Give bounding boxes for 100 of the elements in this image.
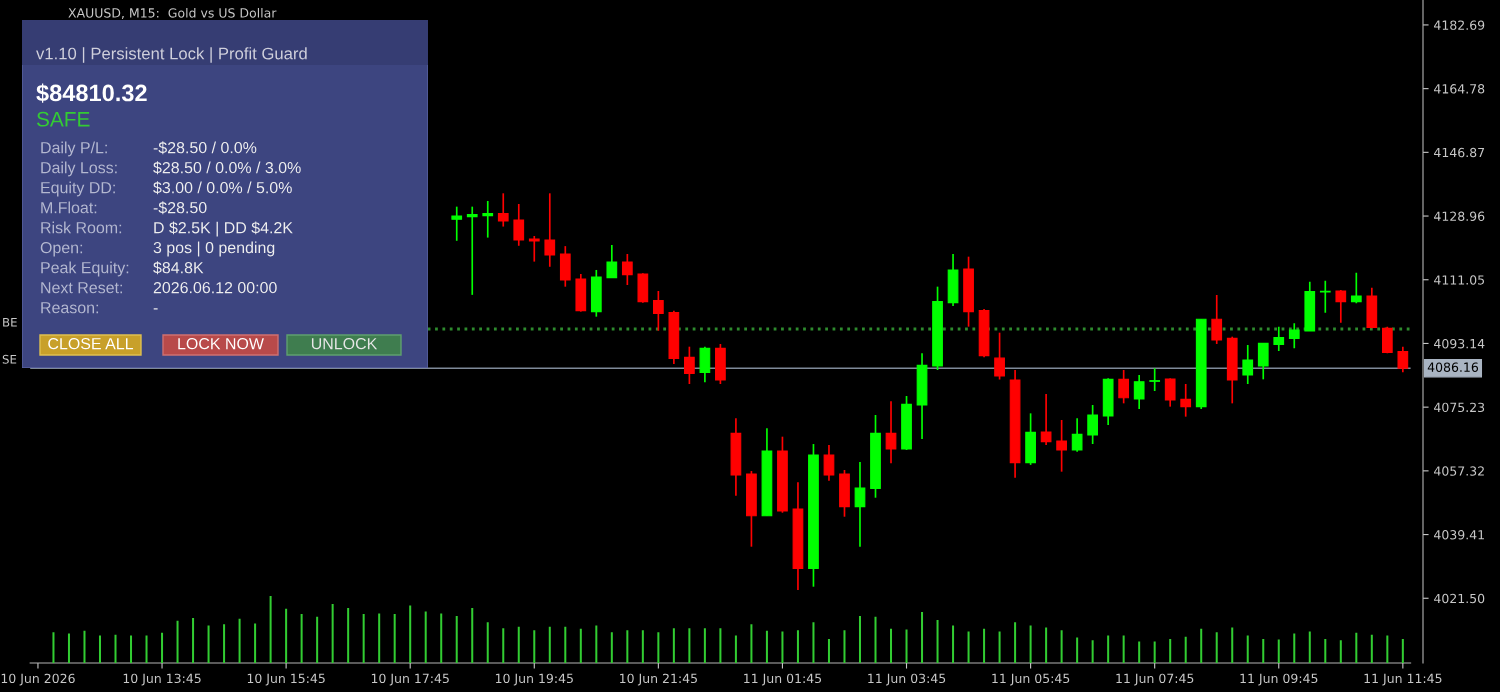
bar bbox=[316, 616, 319, 663]
bar bbox=[254, 623, 257, 663]
annotation: Reason: bbox=[41, 302, 99, 314]
bar bbox=[905, 629, 908, 663]
candlestick bbox=[1149, 367, 1161, 392]
bar bbox=[890, 628, 893, 663]
annotation: $84810.32 bbox=[36, 83, 147, 103]
candlestick bbox=[1133, 374, 1145, 410]
y-tick-label: 4164.78 bbox=[1434, 84, 1485, 94]
candlestick bbox=[885, 400, 897, 465]
x-tick-label: 10 Jun 17:45 bbox=[371, 673, 449, 686]
bar bbox=[424, 611, 427, 663]
annotation: $3.00 / 0.0% / 5.0% bbox=[153, 181, 292, 195]
candlestick bbox=[1040, 393, 1052, 446]
annotation: Next Reset: bbox=[41, 282, 122, 294]
candlestick bbox=[1319, 279, 1331, 314]
bar bbox=[1091, 640, 1094, 663]
y-tick-label: 4075.23 bbox=[1434, 402, 1485, 413]
bar bbox=[719, 628, 722, 663]
candlestick bbox=[544, 192, 556, 268]
ref-line-label: BE bbox=[3, 317, 17, 327]
annotation: Daily P/L: bbox=[41, 141, 107, 157]
candlestick bbox=[466, 205, 478, 296]
annotation: 2026.06.12 00:00 bbox=[153, 281, 277, 294]
bar bbox=[657, 632, 660, 663]
bar bbox=[440, 613, 443, 663]
bar bbox=[176, 620, 179, 663]
candlestick bbox=[513, 203, 525, 247]
bar bbox=[1138, 641, 1141, 663]
annotation: -$28.50 bbox=[153, 201, 207, 215]
candlestick bbox=[451, 205, 463, 242]
y-tick-label: 4182.69 bbox=[1434, 20, 1485, 30]
candlestick bbox=[1211, 294, 1223, 345]
bar bbox=[874, 616, 877, 663]
ref-line-label: 4086.16 bbox=[1427, 362, 1479, 372]
bar bbox=[409, 605, 412, 663]
y-tick-label: 4021.50 bbox=[1434, 593, 1485, 604]
bar bbox=[223, 624, 226, 663]
bar bbox=[1308, 631, 1311, 663]
text: v1.10 | Persistent Lock | Profit Guard bbox=[36, 47, 307, 63]
x-tick-label: 10 Jun 13:45 bbox=[123, 673, 201, 686]
bar bbox=[858, 616, 861, 663]
bar bbox=[347, 608, 350, 663]
annotation: Open: bbox=[40, 241, 83, 257]
x-tick-label: 10 Jun 2026 bbox=[1, 673, 75, 686]
x-tick-label: 11 Jun 07:45 bbox=[1116, 673, 1194, 686]
annotation: CLOSE ALL bbox=[48, 337, 134, 350]
bar bbox=[967, 631, 970, 663]
bar bbox=[796, 630, 799, 663]
bar bbox=[1153, 641, 1156, 663]
bar bbox=[83, 630, 86, 663]
candlestick bbox=[606, 244, 618, 279]
bar bbox=[1355, 632, 1358, 663]
bar bbox=[192, 618, 195, 663]
bar bbox=[548, 626, 551, 663]
candlestick bbox=[1288, 322, 1300, 350]
bar bbox=[641, 630, 644, 663]
bar bbox=[564, 626, 567, 663]
bar bbox=[1060, 630, 1063, 663]
y-tick-label: 4111.05 bbox=[1434, 275, 1485, 285]
y-tick-label: 4039.41 bbox=[1434, 530, 1484, 540]
annotation: SAFE bbox=[36, 111, 90, 127]
x-tick-label: 11 Jun 03:45 bbox=[868, 673, 946, 686]
candlestick bbox=[497, 192, 509, 228]
bar bbox=[207, 625, 210, 663]
bar bbox=[269, 596, 272, 663]
candlestick bbox=[621, 253, 633, 286]
bar bbox=[52, 632, 55, 663]
bar bbox=[983, 628, 986, 663]
bar bbox=[1339, 640, 1342, 663]
x-tick-label: 10 Jun 19:45 bbox=[495, 673, 573, 686]
bar bbox=[67, 633, 70, 663]
annotation: D $2.5K | DD $4.2K bbox=[154, 221, 293, 237]
bar bbox=[1277, 639, 1280, 663]
bar bbox=[1370, 634, 1373, 663]
candlestick bbox=[823, 444, 835, 482]
bar bbox=[610, 632, 613, 663]
bar bbox=[936, 620, 939, 663]
text: XAUUSD, M15: Gold vs US Dollar bbox=[68, 7, 277, 19]
bar bbox=[595, 625, 598, 663]
y-tick-label: 4093.14 bbox=[1434, 338, 1485, 349]
text: SE bbox=[2, 354, 17, 364]
bar bbox=[300, 614, 303, 663]
annotation: Daily Loss: bbox=[41, 161, 117, 177]
annotation: - bbox=[153, 308, 158, 310]
bar bbox=[393, 614, 396, 663]
annotation: Peak Equity: bbox=[41, 261, 129, 277]
bar bbox=[502, 628, 505, 663]
bar bbox=[921, 612, 924, 663]
x-tick-label: 11 Jun 11:45 bbox=[1364, 673, 1442, 686]
annotation: 3 pos | 0 pending bbox=[153, 241, 275, 257]
bar bbox=[750, 624, 753, 663]
bar bbox=[130, 635, 133, 663]
bar bbox=[998, 631, 1001, 663]
candlestick bbox=[854, 461, 866, 548]
bar bbox=[471, 608, 474, 663]
bar bbox=[672, 628, 675, 663]
bar bbox=[952, 625, 955, 663]
candlestick bbox=[1071, 417, 1083, 453]
candlestick bbox=[1350, 271, 1362, 305]
